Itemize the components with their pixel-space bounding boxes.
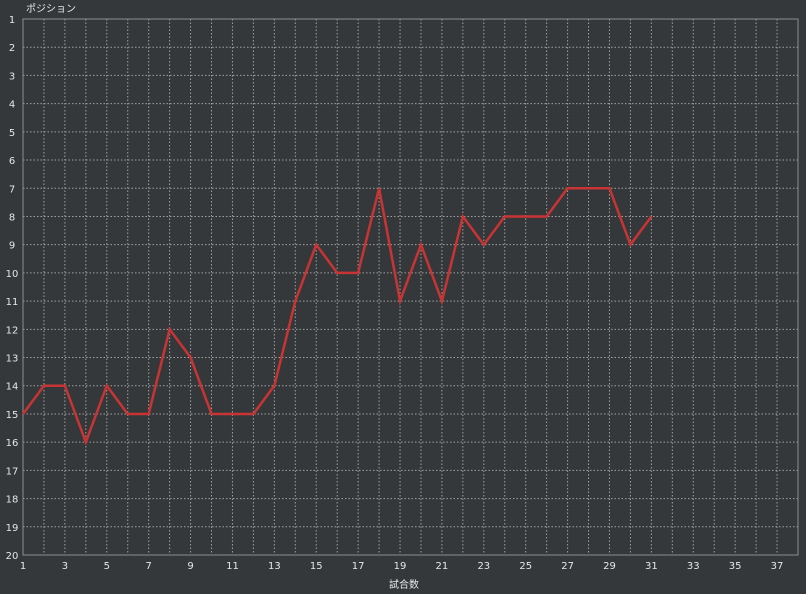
x-tick-label: 17 [352, 561, 365, 572]
x-tick-label: 29 [603, 561, 616, 572]
y-tick-label: 6 [9, 156, 15, 167]
series-group [21, 187, 653, 446]
x-tick-label: 3 [62, 561, 68, 572]
x-tick-label: 9 [187, 561, 193, 572]
x-tick-label: 37 [771, 561, 784, 572]
x-tick-label: 23 [477, 561, 490, 572]
y-tick-label: 3 [9, 71, 15, 82]
x-axis-label: 試合数 [389, 578, 419, 591]
x-tick-label: 1 [20, 561, 26, 572]
y-tick-label: 8 [9, 212, 15, 223]
x-ticks: 1 3 5 7 9 11 13 15 17 19 21 23 25 27 29 31 33 35 37 [20, 561, 784, 572]
x-tick-label: 19 [394, 561, 407, 572]
y-axis-label: ポジション [26, 3, 76, 15]
x-tick-label: 7 [145, 561, 151, 572]
y-tick-label: 12 [6, 325, 19, 336]
x-tick-label: 15 [310, 561, 323, 572]
y-tick-label: 11 [6, 297, 19, 308]
x-tick-label: 31 [645, 561, 658, 572]
y-tick-label: 5 [9, 128, 15, 139]
y-tick-label: 14 [6, 382, 19, 393]
x-tick-label: 25 [519, 561, 532, 572]
plot-frame [22, 18, 799, 556]
y-tick-label: 10 [6, 269, 19, 280]
y-tick-label: 16 [6, 438, 19, 449]
x-tick-label: 21 [436, 561, 449, 572]
y-tick-label: 1 [9, 15, 15, 26]
x-tick-label: 5 [104, 561, 110, 572]
x-tick-label: 13 [268, 561, 281, 572]
y-tick-label: 7 [9, 184, 15, 195]
y-tick-label: 2 [9, 43, 15, 54]
x-tick-label: 27 [561, 561, 574, 572]
x-tick-label: 33 [687, 561, 700, 572]
x-tick-label: 11 [226, 561, 239, 572]
y-tick-label: 20 [6, 551, 19, 562]
y-tick-label: 19 [6, 523, 19, 534]
y-tick-label: 4 [9, 100, 15, 111]
x-tick-label: 35 [729, 561, 742, 572]
y-tick-label: 17 [6, 466, 19, 477]
y-tick-label: 15 [6, 410, 19, 421]
grid [23, 19, 798, 555]
y-tick-label: 18 [6, 495, 19, 506]
y-tick-label: 9 [9, 241, 15, 252]
y-tick-label: 13 [6, 354, 19, 365]
